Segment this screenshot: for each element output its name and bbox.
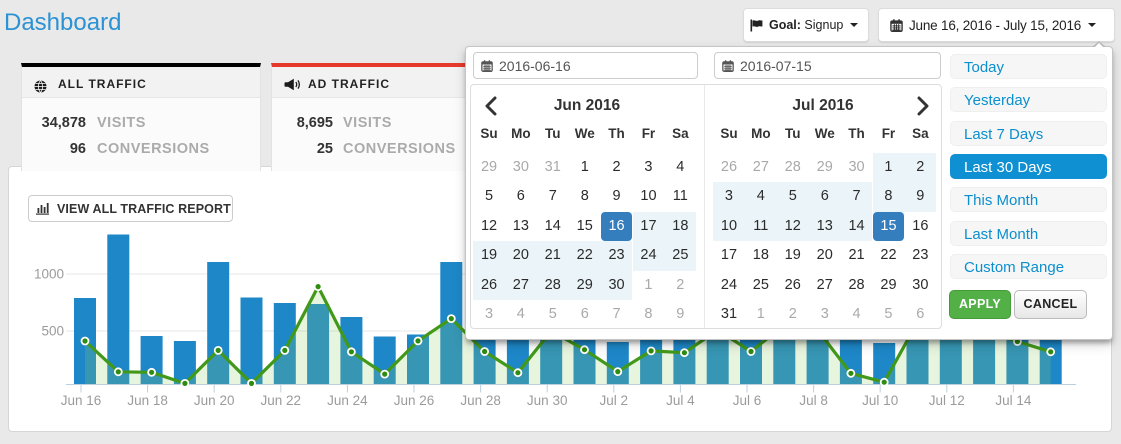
svg-text:Jun 26: Jun 26 xyxy=(394,393,435,408)
svg-text:Jun 30: Jun 30 xyxy=(527,393,568,408)
svg-text:Jul 6: Jul 6 xyxy=(733,393,762,408)
svg-text:Jul 10: Jul 10 xyxy=(862,393,898,408)
svg-text:Jun 22: Jun 22 xyxy=(261,393,302,408)
svg-text:Jun 16: Jun 16 xyxy=(61,393,102,408)
svg-text:Jun 18: Jun 18 xyxy=(127,393,168,408)
svg-text:Jul 12: Jul 12 xyxy=(929,393,965,408)
svg-text:Jun 24: Jun 24 xyxy=(327,393,368,408)
svg-text:500: 500 xyxy=(41,324,64,339)
svg-text:Jul 8: Jul 8 xyxy=(799,393,828,408)
svg-text:Jul 2: Jul 2 xyxy=(600,393,629,408)
svg-text:Jul 4: Jul 4 xyxy=(666,393,695,408)
svg-text:Jun 28: Jun 28 xyxy=(460,393,501,408)
svg-text:Jun 20: Jun 20 xyxy=(194,393,235,408)
svg-text:1000: 1000 xyxy=(34,267,64,282)
svg-text:Jul 14: Jul 14 xyxy=(995,393,1032,408)
